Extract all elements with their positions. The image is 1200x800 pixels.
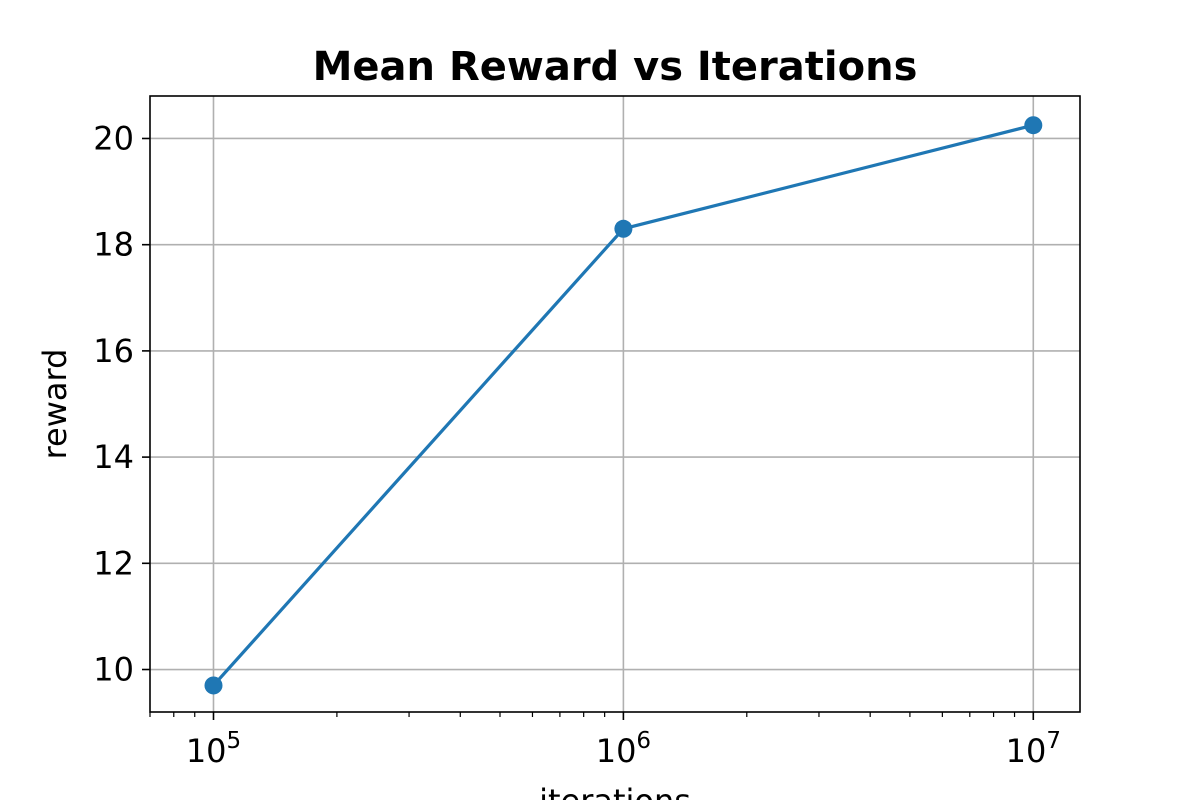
series-layer xyxy=(204,116,1043,695)
axes-frame xyxy=(149,95,1081,713)
data-point-0-2 xyxy=(1024,116,1043,135)
x-tick-label-1: 106 xyxy=(596,728,651,770)
y-axis-label: reward xyxy=(36,349,74,460)
y-tick-label-0: 10 xyxy=(93,651,134,689)
y-tick-label-3: 16 xyxy=(93,332,134,370)
data-point-0-1 xyxy=(614,219,633,238)
x-minor-ticks xyxy=(149,712,1016,717)
x-tick-label-0: 105 xyxy=(186,728,241,770)
y-tick-label-1: 12 xyxy=(93,544,134,582)
axis-ticks: 10 12 14 16 18 20 105 106 107 xyxy=(93,119,1061,770)
y-tick-label-4: 18 xyxy=(93,226,134,264)
y-tick-label-5: 20 xyxy=(93,119,134,157)
grid xyxy=(150,96,1080,712)
x-tick-label-2: 107 xyxy=(1006,728,1061,770)
x-axis-label: iterations xyxy=(539,782,691,800)
y-tick-label-2: 14 xyxy=(93,438,134,476)
chart-title: Mean Reward vs Iterations xyxy=(313,44,918,90)
data-point-0-0 xyxy=(204,676,223,695)
